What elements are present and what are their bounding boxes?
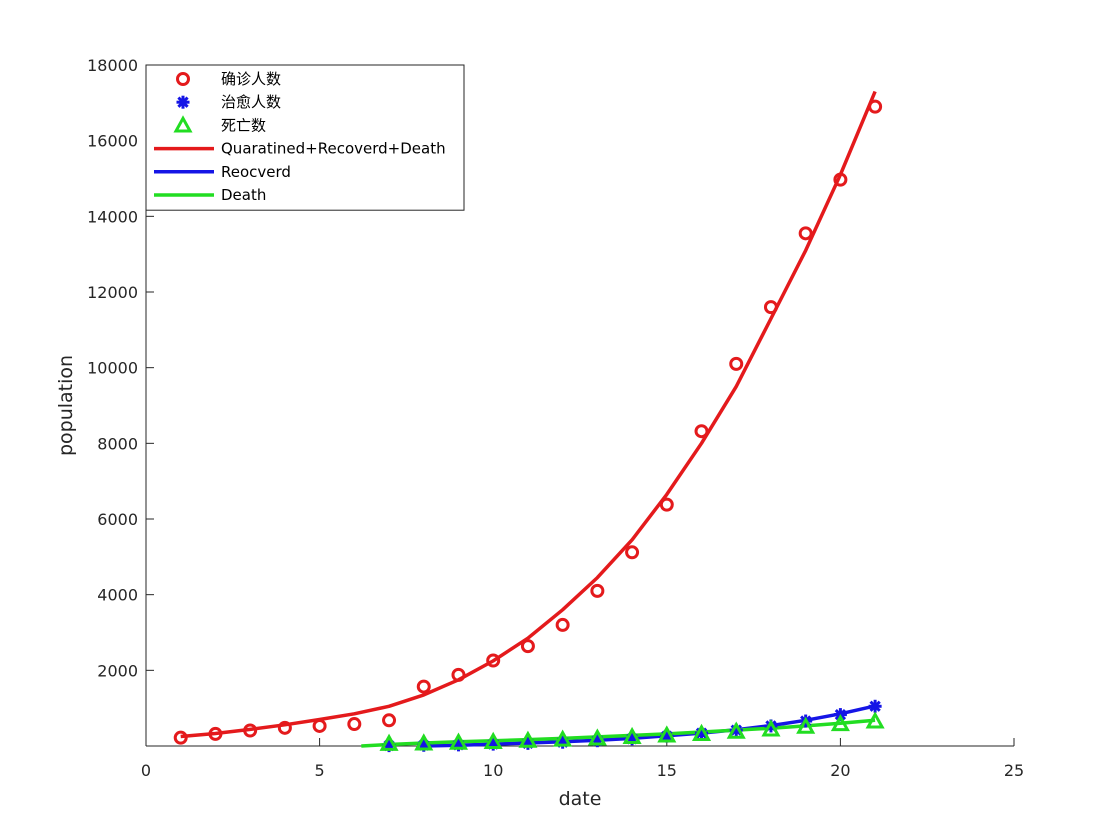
x-axis: 0 5 10 15 20 25 xyxy=(141,738,1024,780)
data-point xyxy=(659,497,674,512)
data-point xyxy=(865,711,885,729)
data-point xyxy=(796,716,816,734)
data-point xyxy=(553,729,573,747)
data-point xyxy=(833,172,848,187)
legend-item: 确诊人数 xyxy=(176,70,281,88)
legend-marker xyxy=(176,72,190,86)
data-point xyxy=(486,653,501,668)
y-tick-label: 12000 xyxy=(87,283,138,302)
legend-label: Quaratined+Recoverd+Death xyxy=(221,140,446,158)
legend-item: Death xyxy=(154,186,266,204)
y-axis-label: population xyxy=(55,355,77,456)
series-line-path xyxy=(180,90,877,739)
legend-label: 死亡数 xyxy=(221,116,266,134)
legend-label: Reocverd xyxy=(221,163,291,181)
data-point xyxy=(414,733,434,751)
data-point xyxy=(657,725,677,743)
x-tick-label: 25 xyxy=(1004,761,1024,780)
data-point xyxy=(761,719,781,737)
data-point xyxy=(520,639,535,654)
series-5-line xyxy=(361,718,876,748)
y-tick-label: 18000 xyxy=(87,56,138,75)
x-tick-label: 15 xyxy=(657,761,677,780)
legend-marker xyxy=(173,115,193,133)
data-point xyxy=(868,99,883,114)
data-point xyxy=(448,732,469,750)
data-point xyxy=(798,226,813,241)
legend-marker xyxy=(176,95,190,109)
data-point xyxy=(382,713,397,728)
y-tick-label: 4000 xyxy=(97,586,138,605)
x-tick-label: 5 xyxy=(315,761,325,780)
x-axis-label: date xyxy=(559,788,602,810)
legend-label: 治愈人数 xyxy=(221,93,281,111)
asterisk-stroke xyxy=(177,96,189,108)
data-point xyxy=(830,713,850,732)
series-0-points xyxy=(173,99,883,745)
data-point xyxy=(277,720,292,735)
data-point xyxy=(347,717,362,732)
legend-item: 死亡数 xyxy=(173,115,266,134)
data-point xyxy=(312,718,327,733)
x-tick-label: 20 xyxy=(830,761,850,780)
series-line-path xyxy=(361,718,876,748)
y-tick-label: 8000 xyxy=(97,434,138,453)
x-tick-label: 0 xyxy=(141,761,151,780)
data-point xyxy=(868,699,882,713)
data-point xyxy=(625,545,640,560)
y-tick-label: 6000 xyxy=(97,510,138,529)
data-point xyxy=(173,730,188,745)
legend-item: Quaratined+Recoverd+Death xyxy=(154,140,446,158)
x-tick-label: 10 xyxy=(483,761,503,780)
data-point xyxy=(379,733,399,751)
legend-item: Reocverd xyxy=(154,163,291,181)
data-point xyxy=(451,667,466,682)
data-point xyxy=(691,723,712,741)
data-point xyxy=(518,730,538,748)
legend-label: Death xyxy=(221,186,266,204)
data-point xyxy=(729,356,744,371)
data-point xyxy=(694,424,709,439)
data-point xyxy=(622,726,642,745)
data-point xyxy=(483,731,503,749)
data-point xyxy=(590,583,605,598)
data-point xyxy=(555,617,570,632)
data-point xyxy=(763,300,778,315)
asterisk-stroke xyxy=(869,700,881,712)
legend-box xyxy=(145,64,465,211)
data-point xyxy=(208,726,223,741)
series-3-line xyxy=(180,90,877,739)
y-tick-label: 10000 xyxy=(87,359,138,378)
data-point xyxy=(726,721,746,739)
y-tick-label: 2000 xyxy=(97,661,138,680)
data-point xyxy=(243,723,258,738)
series-layer xyxy=(173,90,885,753)
legend-label: 确诊人数 xyxy=(221,70,281,88)
y-tick-label: 14000 xyxy=(87,207,138,226)
series-2-points xyxy=(379,711,885,751)
y-tick-label: 16000 xyxy=(87,132,138,151)
data-point xyxy=(416,679,431,694)
data-point xyxy=(587,728,607,746)
legend-item: 治愈人数 xyxy=(176,93,281,111)
